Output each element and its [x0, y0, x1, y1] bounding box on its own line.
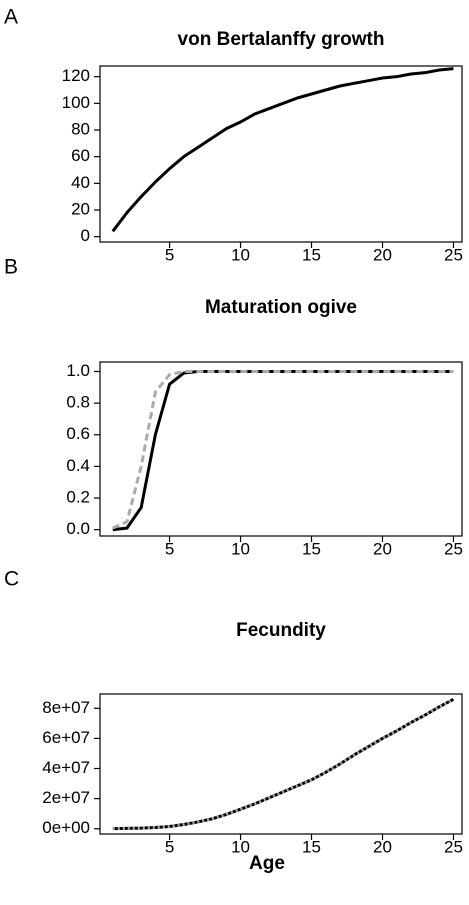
y-tick-label: 40	[71, 173, 90, 192]
y-tick-label: 0.6	[66, 424, 90, 443]
y-tick-label: 0.0	[66, 519, 90, 538]
y-tick-label: 60	[71, 146, 90, 165]
x-tick-label: 20	[373, 837, 392, 856]
x-tick-label: 20	[373, 245, 392, 264]
y-tick-label: 4e+07	[42, 758, 90, 777]
x-tick-label: 5	[165, 539, 174, 558]
x-tick-label: 5	[165, 245, 174, 264]
y-tick-label: 20	[71, 199, 90, 218]
x-tick-label: 15	[302, 837, 321, 856]
series-line	[112, 369, 454, 532]
x-tick-label: 5	[165, 837, 174, 856]
x-axis-label: Age	[249, 853, 285, 874]
series-line	[112, 697, 455, 831]
y-tick-label: 120	[62, 66, 90, 85]
y-tick-label: 6e+07	[42, 728, 90, 747]
panel-label: A	[4, 6, 18, 29]
y-tick-label: 80	[71, 119, 90, 138]
series-line	[112, 697, 455, 831]
plot-frame	[99, 65, 463, 243]
x-tick-label: 10	[231, 837, 250, 856]
panel-label: C	[4, 568, 19, 591]
plot-frame	[99, 361, 463, 537]
y-tick-label: 0.8	[66, 393, 90, 412]
x-tick-label: 25	[444, 539, 463, 558]
y-tick-label: 8e+07	[42, 698, 90, 717]
series-line	[112, 369, 454, 530]
y-tick-label: 0.2	[66, 488, 90, 507]
x-tick-label: 20	[373, 539, 392, 558]
chart-title: Maturation ogive	[205, 297, 357, 318]
panel-label: B	[4, 256, 18, 279]
y-tick-label: 2e+07	[42, 788, 90, 807]
x-tick-label: 15	[302, 245, 321, 264]
x-tick-label: 25	[444, 837, 463, 856]
y-tick-label: 0	[81, 226, 90, 245]
x-tick-label: 15	[302, 539, 321, 558]
x-tick-label: 25	[444, 245, 463, 264]
plot-frame	[99, 693, 463, 835]
y-tick-label: 1.0	[66, 361, 90, 380]
chart-title: von Bertalanffy growth	[178, 29, 385, 50]
y-tick-label: 0e+00	[42, 818, 90, 837]
y-tick-label: 0.4	[66, 456, 90, 475]
x-tick-label: 10	[231, 539, 250, 558]
chart-title: Fecundity	[236, 620, 326, 641]
series-line	[111, 67, 454, 233]
x-tick-label: 10	[231, 245, 250, 264]
y-tick-label: 100	[62, 93, 90, 112]
